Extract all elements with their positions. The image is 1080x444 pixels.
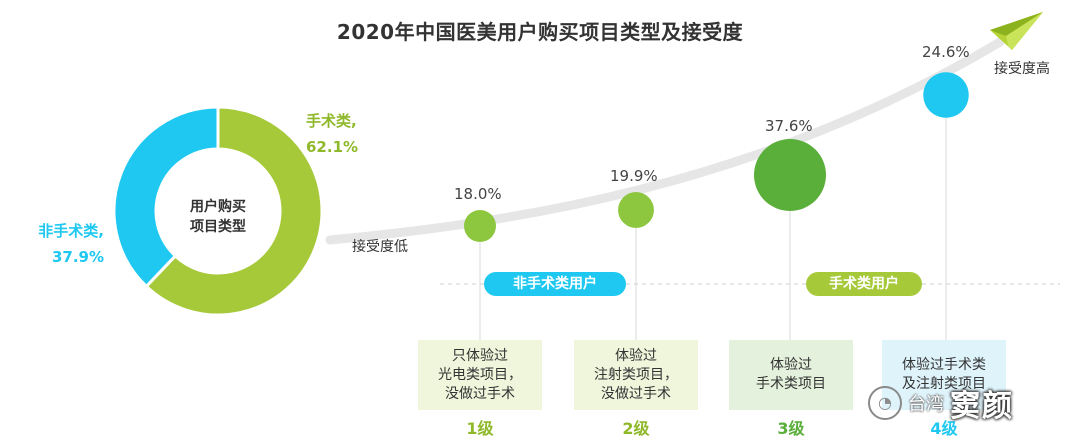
level-4-bubble <box>923 72 969 118</box>
level-2-desc-line3: 没做过手术 <box>601 385 671 402</box>
donut-center-label-line1: 用户购买 <box>190 198 246 215</box>
slice-name-nonsurgical: 非手术类, <box>38 222 104 240</box>
level-2-label: 2级 <box>622 419 650 438</box>
level-4-description: 体验过手术类 及注射类项目 <box>882 340 1006 410</box>
level-connector-lines <box>479 117 947 340</box>
level-1-label: 1级 <box>466 419 494 438</box>
level-1-bubble <box>464 210 496 242</box>
group-pill-surgical: 手术类用户 <box>806 272 922 296</box>
level-4-desc-line2: 及注射类项目 <box>902 376 986 392</box>
donut-center-label-line2: 项目类型 <box>190 218 246 235</box>
level-1-value: 18.0% <box>454 185 502 203</box>
wechat-icon: ◔ <box>868 386 902 420</box>
level-1-desc-line3: 没做过手术 <box>445 385 515 402</box>
level-4-label: 4级 <box>930 419 958 438</box>
watermark-text-1: 台湾 <box>908 394 944 415</box>
level-3-desc-line1: 体验过 <box>770 357 812 373</box>
level-2-description: 体验过 注射类项目， 没做过手术 <box>574 340 698 410</box>
group-pill-nonsurgical: 非手术类用户 <box>484 272 626 296</box>
donut-slice-nonsurgical <box>112 105 220 289</box>
level-3-label: 3级 <box>777 419 805 438</box>
level-2-desc-line1: 体验过 <box>615 347 657 364</box>
donut-chart <box>112 105 324 317</box>
chart-title: 2020年中国医美用户购买项目类型及接受度 <box>336 20 744 44</box>
level-bubbles <box>464 72 969 242</box>
watermark-text-2: 窦颜 <box>950 389 1014 424</box>
acceptance-high-label: 接受度高 <box>994 61 1050 77</box>
slice-label-nonsurgical: 非手术类, 37.9% <box>38 218 104 270</box>
level-4-value: 24.6% <box>922 43 970 61</box>
level-2-desc-line2: 注射类项目， <box>594 366 678 383</box>
level-1-description: 只体验过 光电类项目， 没做过手术 <box>418 340 542 410</box>
level-2-value: 19.9% <box>610 167 658 185</box>
level-4-desc-line1: 体验过手术类 <box>902 357 986 373</box>
donut-slice-surgical <box>144 105 324 317</box>
level-2-bubble <box>618 192 654 228</box>
paper-plane-icon <box>990 12 1043 50</box>
watermark: ◔ 台湾 窦颜 <box>868 376 1073 430</box>
level-3-bubble <box>754 139 826 211</box>
level-1-desc-line1: 只体验过 <box>452 347 508 364</box>
level-3-value: 37.6% <box>765 117 813 135</box>
acceptance-curve <box>325 37 1005 245</box>
slice-value-surgical: 62.1% <box>306 138 359 156</box>
level-1-desc-line2: 光电类项目， <box>438 366 522 383</box>
slice-label-surgical: 手术类, 62.1% <box>306 108 358 160</box>
level-3-description: 体验过 手术类项目 <box>729 340 853 410</box>
slice-value-nonsurgical: 37.9% <box>51 248 104 266</box>
level-3-desc-line2: 手术类项目 <box>756 376 826 392</box>
acceptance-low-label: 接受度低 <box>352 239 408 255</box>
slice-name-surgical: 手术类, <box>306 112 357 130</box>
